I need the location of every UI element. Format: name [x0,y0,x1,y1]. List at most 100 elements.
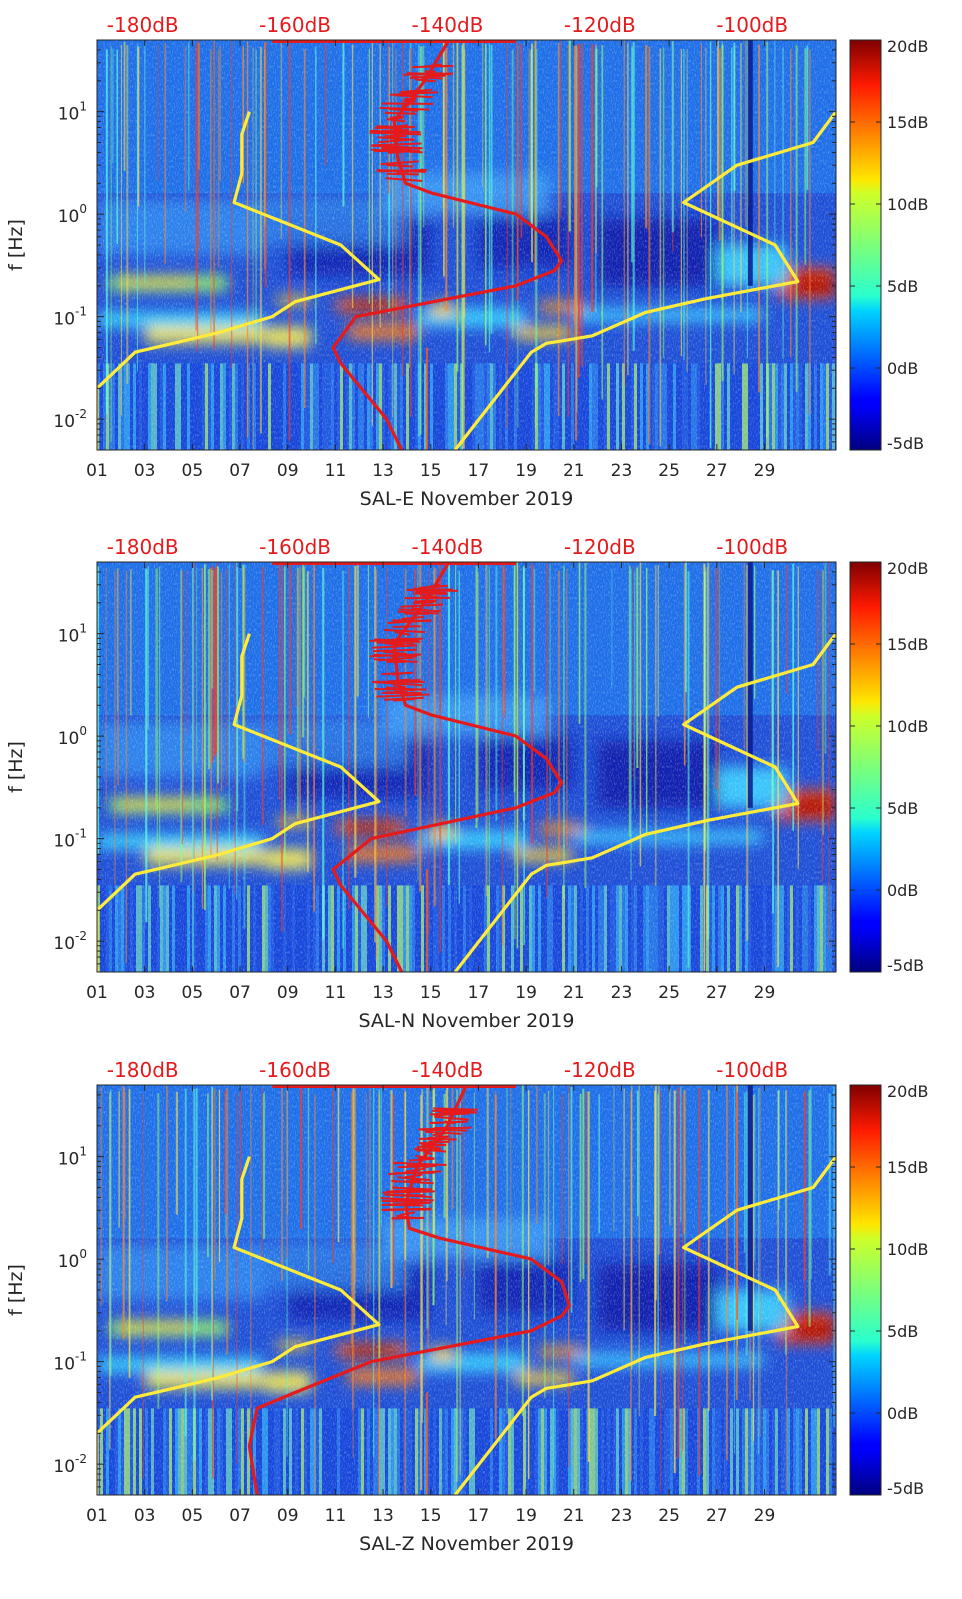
colorbar-tick-label: 5dB [887,799,918,818]
colorbar-tick-label: 0dB [887,359,918,378]
colorbar-tick-label: 5dB [887,277,918,296]
colorbar-tick-label: -5dB [887,956,924,975]
top-db-tick-label: -160dB [259,13,331,37]
x-tick-label: 25 [658,983,680,1003]
top-db-tick-label: -140dB [412,535,484,559]
colorbar-tick-label: -5dB [887,434,924,453]
y-axis-label: f [Hz] [5,741,27,793]
colorbar-tick-label: 15dB [887,1158,929,1177]
x-tick-label: 07 [229,983,251,1003]
spectrogram-image [97,40,836,450]
colorbar-tick-label: 5dB [887,1322,918,1341]
y-tick-label: 101 [58,1145,87,1170]
noise-model-curve-2 [453,632,836,972]
top-db-tick-label: -120dB [564,535,636,559]
top-db-axis: -180dB -160dB -140dB -120dB -100dB [107,13,788,37]
top-db-tick-label: -140dB [412,13,484,37]
x-tick-label: 09 [277,461,299,481]
psd-scatter [369,583,458,702]
noise-model-curve-2 [453,1155,836,1495]
x-tick-label: 01 [86,1506,108,1526]
x-axis-label: SAL-N November 2019 [358,1010,574,1032]
y-tick-label: 100 [58,1247,87,1272]
colorbar: 20dB 15dB 10dB 5dB 0dB -5dB [849,559,929,975]
y-tick-label: 101 [58,622,87,647]
noise-model-curve-1 [97,633,381,972]
y-axis-label: f [Hz] [5,1264,27,1316]
y-tick-label: 100 [58,202,87,227]
colorbar-tick-label: 10dB [887,1240,929,1259]
panel-sal-e: 01 03 05 07 09 11 13 15 17 19 21 23 25 27 29 SAL-E Nove… [5,13,929,510]
y-tick-label: 10-2 [53,407,87,432]
x-axis: 01 03 05 07 09 11 13 15 17 19 21 23 25 27 29 [86,562,775,1003]
x-tick-label: 15 [420,983,442,1003]
panel-sal-z: 01 03 05 07 09 11 13 15 17 19 21 23 25 27 29 SAL-Z Nove… [5,1058,929,1555]
x-tick-label: 23 [611,461,633,481]
top-db-tick-label: -100dB [716,13,788,37]
x-tick-label: 17 [468,1506,490,1526]
y-tick-label: 100 [58,724,87,749]
top-db-tick-label: -160dB [259,1058,331,1082]
noise-model-curve-2 [453,110,836,450]
y-axis: 10-2 10-1 100 101 [53,561,836,973]
noise-model-curves [97,40,836,450]
top-db-tick-label: -100dB [716,535,788,559]
noise-model-curves [97,1085,836,1495]
x-tick-label: 07 [229,1506,251,1526]
x-tick-label: 27 [706,983,728,1003]
colorbar-tick-label: 10dB [887,717,929,736]
x-tick-label: 17 [468,983,490,1003]
top-db-tick-label: -100dB [716,1058,788,1082]
x-tick-label: 23 [611,983,633,1003]
top-db-tick-label: -120dB [564,13,636,37]
spectrogram-image [97,562,836,972]
x-tick-label: 23 [611,1506,633,1526]
x-tick-label: 25 [658,1506,680,1526]
x-tick-label: 29 [754,1506,776,1526]
x-tick-label: 01 [86,983,108,1003]
y-tick-label: 10-1 [53,827,87,852]
x-tick-label: 17 [468,461,490,481]
x-tick-label: 13 [372,983,394,1003]
colorbar-tick-label: 15dB [887,635,929,654]
x-tick-label: 05 [182,983,204,1003]
x-axis: 01 03 05 07 09 11 13 15 17 19 21 23 25 27 29 [86,40,775,481]
x-tick-label: 27 [706,461,728,481]
top-db-tick-label: -180dB [107,13,179,37]
x-tick-label: 09 [277,983,299,1003]
colorbar-tick-label: -5dB [887,1479,924,1498]
colorbar-tick-label: 20dB [887,37,929,56]
x-tick-label: 03 [134,983,156,1003]
x-tick-label: 21 [563,461,585,481]
x-tick-label: 05 [182,461,204,481]
x-tick-label: 01 [86,461,108,481]
y-axis: 10-2 10-1 100 101 [53,39,836,451]
y-tick-label: 10-2 [53,929,87,954]
x-tick-label: 25 [658,461,680,481]
x-tick-label: 03 [134,461,156,481]
x-tick-label: 11 [325,1506,347,1526]
x-tick-label: 13 [372,1506,394,1526]
panel-sal-n: 01 03 05 07 09 11 13 15 17 19 21 23 25 27 29 SAL-N Nove… [5,535,929,1032]
x-tick-label: 27 [706,1506,728,1526]
x-tick-label: 19 [515,461,537,481]
colorbar-tick-label: 10dB [887,195,929,214]
x-tick-label: 19 [515,1506,537,1526]
x-tick-label: 07 [229,461,251,481]
y-axis-label: f [Hz] [5,219,27,271]
spectrogram-image [97,1085,836,1495]
colorbar-tick-label: 20dB [887,559,929,578]
x-tick-label: 13 [372,461,394,481]
top-db-tick-label: -120dB [564,1058,636,1082]
top-db-tick-label: -160dB [259,535,331,559]
x-tick-label: 15 [420,1506,442,1526]
y-tick-label: 10-1 [53,1350,87,1375]
psd-scatter [380,1107,478,1220]
top-db-tick-label: -180dB [107,535,179,559]
colorbar: 20dB 15dB 10dB 5dB 0dB -5dB [849,37,929,453]
x-tick-label: 11 [325,461,347,481]
x-tick-label: 21 [563,983,585,1003]
top-db-axis: -180dB -160dB -140dB -120dB -100dB [107,1058,788,1082]
y-tick-label: 101 [58,100,87,125]
